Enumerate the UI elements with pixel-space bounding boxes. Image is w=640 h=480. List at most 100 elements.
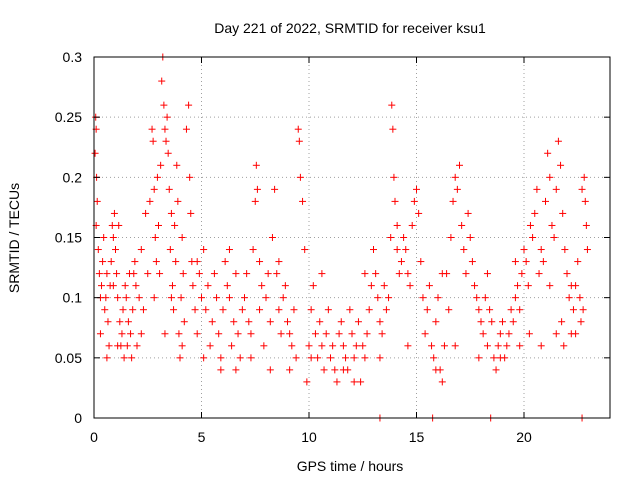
data-point bbox=[314, 354, 322, 362]
data-point bbox=[151, 234, 159, 241]
data-point bbox=[234, 330, 242, 338]
data-point bbox=[327, 354, 334, 362]
data-point bbox=[174, 197, 182, 205]
data-point bbox=[390, 173, 398, 181]
data-point bbox=[372, 270, 380, 278]
data-point bbox=[417, 258, 425, 266]
data-point bbox=[170, 306, 178, 314]
data-point bbox=[131, 258, 139, 266]
data-point bbox=[144, 270, 152, 278]
data-point bbox=[365, 306, 373, 314]
data-point bbox=[449, 197, 457, 205]
data-point bbox=[103, 354, 111, 362]
data-point bbox=[108, 221, 116, 229]
data-point bbox=[232, 366, 240, 374]
data-point bbox=[225, 294, 233, 302]
data-point bbox=[96, 330, 104, 338]
y-tick-label: 0.25 bbox=[55, 109, 82, 125]
data-point bbox=[471, 282, 479, 290]
data-point bbox=[572, 330, 580, 338]
y-tick-label: 0 bbox=[74, 410, 82, 426]
data-point bbox=[116, 318, 124, 326]
data-point bbox=[165, 185, 173, 193]
data-point bbox=[318, 342, 326, 350]
data-point bbox=[520, 246, 528, 254]
data-point bbox=[243, 270, 251, 278]
data-point bbox=[565, 294, 573, 302]
data-point bbox=[464, 209, 472, 217]
data-point bbox=[275, 258, 283, 266]
data-point bbox=[509, 318, 517, 326]
data-point bbox=[128, 354, 136, 362]
data-point bbox=[251, 197, 259, 205]
data-point bbox=[204, 282, 212, 290]
data-point bbox=[185, 101, 193, 109]
data-point bbox=[406, 282, 414, 290]
data-point bbox=[374, 294, 382, 302]
data-point bbox=[307, 306, 315, 314]
x-tick-label: 15 bbox=[409, 429, 425, 445]
data-point bbox=[393, 221, 401, 229]
data-point bbox=[350, 378, 358, 386]
data-point bbox=[475, 306, 483, 314]
data-point bbox=[217, 366, 225, 374]
y-tick-label: 0.05 bbox=[55, 350, 82, 366]
data-points bbox=[91, 53, 591, 422]
data-point bbox=[256, 258, 264, 266]
data-point bbox=[382, 306, 390, 314]
data-point bbox=[150, 185, 158, 193]
data-point bbox=[481, 294, 489, 302]
data-point bbox=[473, 294, 481, 302]
data-point bbox=[419, 294, 427, 302]
data-point bbox=[505, 330, 513, 338]
data-point bbox=[114, 342, 122, 350]
data-point bbox=[294, 125, 302, 133]
data-point bbox=[228, 342, 236, 350]
x-tick-label: 0 bbox=[90, 429, 98, 445]
data-point bbox=[342, 354, 350, 362]
x-tick-label: 10 bbox=[301, 429, 317, 445]
data-point bbox=[542, 197, 549, 205]
data-point bbox=[122, 294, 130, 302]
data-point bbox=[432, 366, 440, 374]
data-point bbox=[486, 306, 494, 314]
data-point bbox=[177, 294, 185, 302]
data-point bbox=[581, 197, 589, 205]
data-point bbox=[453, 185, 461, 193]
data-point bbox=[423, 306, 431, 314]
data-point bbox=[200, 354, 208, 362]
data-point bbox=[499, 318, 506, 326]
data-point bbox=[579, 306, 587, 314]
data-point bbox=[286, 366, 294, 374]
data-point bbox=[363, 330, 371, 338]
data-point bbox=[408, 221, 416, 229]
data-point bbox=[307, 354, 315, 362]
data-point bbox=[152, 258, 160, 266]
data-point bbox=[546, 282, 554, 290]
data-point bbox=[94, 246, 102, 254]
data-point bbox=[167, 209, 175, 217]
data-point bbox=[305, 342, 313, 350]
data-point bbox=[560, 342, 568, 350]
data-point bbox=[129, 306, 137, 314]
data-point bbox=[168, 282, 176, 290]
data-point bbox=[262, 294, 270, 302]
data-point bbox=[582, 221, 590, 229]
data-point bbox=[275, 306, 283, 314]
data-point bbox=[445, 306, 453, 314]
data-point bbox=[329, 342, 337, 350]
data-point bbox=[378, 330, 386, 338]
data-point bbox=[133, 342, 141, 350]
data-point bbox=[496, 354, 504, 362]
data-point bbox=[260, 342, 268, 350]
data-point bbox=[104, 318, 112, 326]
data-point bbox=[574, 258, 582, 266]
data-point bbox=[118, 330, 126, 338]
data-point bbox=[516, 342, 524, 350]
data-point bbox=[546, 173, 554, 181]
data-point bbox=[296, 173, 304, 181]
data-point bbox=[230, 318, 238, 326]
data-point bbox=[213, 294, 221, 302]
data-point bbox=[376, 318, 384, 326]
